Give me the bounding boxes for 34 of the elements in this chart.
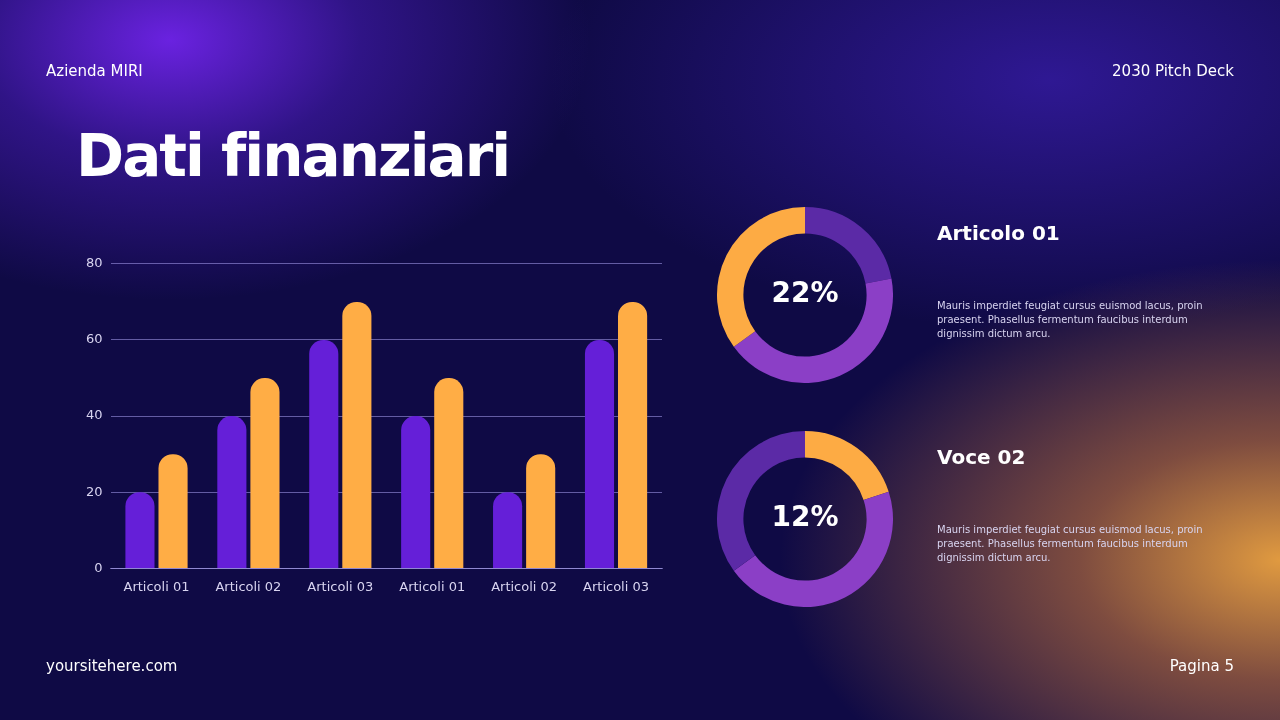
text: Pagina 5	[1169, 657, 1234, 675]
x-tick-label: Articoli 02	[491, 578, 558, 594]
x-tick-label: Articoli 01	[399, 578, 466, 594]
bar	[158, 454, 188, 568]
text: Mauris imperdiet feugiat cursus euismod lacus, proin praesent. Phasellus fermentum faucibus interdum dignissim dictum arcu.	[937, 523, 1204, 565]
bar	[342, 301, 372, 568]
bar	[250, 378, 280, 568]
x-tick-label: Articoli 03	[583, 578, 650, 594]
x-tick-label: Articoli 02	[215, 578, 282, 594]
bar	[618, 301, 648, 568]
text: 22%	[771, 276, 839, 310]
y-tick-label: 60	[86, 331, 103, 347]
chart-title: Dati finanziari	[76, 122, 510, 190]
bar	[125, 492, 155, 568]
bar	[309, 339, 339, 568]
y-tick-label: 80	[86, 255, 103, 271]
text: 12%	[771, 500, 839, 534]
bar	[584, 339, 615, 568]
bar	[493, 492, 523, 568]
text: 2030 Pitch Deck	[1112, 62, 1234, 80]
y-tick-label: 20	[86, 483, 103, 499]
text: Azienda MIRI	[46, 62, 143, 80]
y-tick-label: 40	[86, 407, 103, 423]
y-tick-label: 0	[94, 559, 103, 575]
text: Voce 02	[937, 445, 1026, 469]
bar	[526, 454, 556, 568]
x-tick-label: Articoli 01	[123, 578, 190, 594]
bar	[401, 416, 431, 568]
bar	[434, 378, 464, 568]
bar	[217, 416, 247, 568]
text: Articolo 01	[937, 221, 1060, 245]
text: Mauris imperdiet feugiat cursus euismod lacus, proin praesent. Phasellus fermentum faucibus interdum dignissim dictum arcu.	[937, 299, 1204, 341]
text: yoursitehere.com	[46, 657, 178, 675]
x-tick-label: Articoli 03	[307, 578, 374, 594]
